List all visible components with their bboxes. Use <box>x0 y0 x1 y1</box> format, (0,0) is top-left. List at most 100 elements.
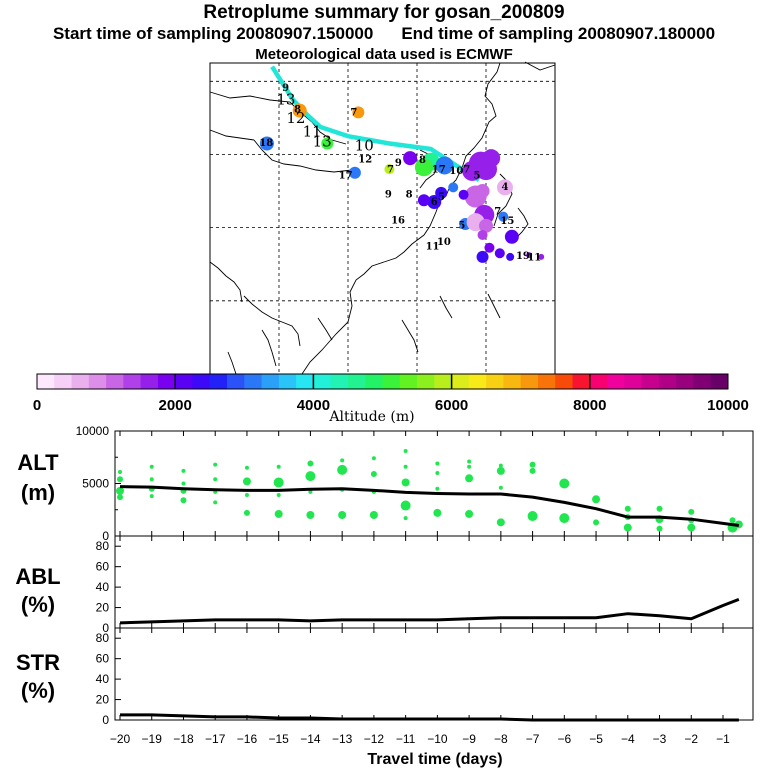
chart-title: Retroplume summary for gosan_200809 <box>203 2 565 23</box>
y-tick-label: 10000 <box>76 424 110 438</box>
cluster-day-label: 7 <box>350 107 357 118</box>
altitude-percentile-point <box>305 471 316 482</box>
altitude-percentile-point <box>729 517 736 524</box>
altitude-percentile-point <box>435 486 440 491</box>
cluster-marker <box>292 103 307 118</box>
coastline-segment <box>253 139 353 173</box>
altitude-percentile-point <box>244 493 249 498</box>
coastline-segment <box>243 295 301 347</box>
cluster-day-label: 18 <box>259 138 273 149</box>
alt-panel: 0 5000 10000 ALT (m) <box>17 424 754 543</box>
colorbar-segment <box>123 374 142 389</box>
colorbar-segment <box>37 374 55 389</box>
colorbar-segment <box>106 374 124 389</box>
x-tick-label: −12 <box>364 732 385 746</box>
colorbar-tick-label: 2000 <box>159 397 192 414</box>
y-tick-label: 20 <box>96 693 110 707</box>
colorbar-segment <box>589 374 608 389</box>
cluster-day-label: 8 <box>406 190 413 201</box>
colorbar-segment <box>676 374 694 389</box>
altitude-percentile-point <box>403 464 408 469</box>
y-tick-label: 0 <box>102 529 109 543</box>
colorbar-segment <box>365 374 383 389</box>
panel-frame <box>114 627 754 721</box>
cluster-day-label: 7 <box>463 165 470 176</box>
colorbar-tick-label: 0 <box>33 397 41 414</box>
x-tick-label: −11 <box>396 732 416 746</box>
x-tick-label: −8 <box>494 732 508 746</box>
altitude-percentile-point <box>400 500 411 511</box>
cluster-day-label: 17 <box>339 171 353 182</box>
series-line <box>119 485 740 527</box>
altitude-percentile-point <box>371 456 376 461</box>
cluster-marker <box>384 164 395 175</box>
colorbar-segment <box>88 374 107 389</box>
panel-side-label: ALT <box>17 450 59 475</box>
colorbar-label: Altitude (m) <box>328 409 414 425</box>
altitude-percentile-point <box>337 464 348 475</box>
colorbar-segment <box>451 374 470 389</box>
colorbar-segment <box>486 374 504 389</box>
end-time-label: End time of sampling 20080907.180000 <box>401 24 716 43</box>
altitude-percentile-point <box>623 523 632 532</box>
altitude-percentile-point <box>118 469 122 474</box>
x-tick-label: −3 <box>653 732 667 746</box>
y-tick-label: 60 <box>96 560 110 574</box>
altitude-percentile-point <box>180 497 187 504</box>
cluster-marker <box>504 229 519 244</box>
y-tick-label: 0 <box>102 621 109 635</box>
cluster-marker <box>476 250 489 263</box>
cluster-marker <box>403 151 418 166</box>
start-time-label: Start time of sampling 20080907.150000 <box>52 24 374 43</box>
altitude-percentile-point <box>308 489 313 494</box>
coastline-segment <box>439 295 453 319</box>
colorbar-tick-label: 4000 <box>297 397 330 414</box>
altitude-percentile-point <box>274 509 283 518</box>
colorbar-segment <box>157 374 176 389</box>
coastline-segment <box>261 329 277 367</box>
cluster-day-label: 7 <box>387 165 394 176</box>
colorbar-segment <box>227 374 245 389</box>
abl-panel: 0 20 40 60 80 ABL (%) <box>15 535 754 635</box>
altitude-percentile-point <box>467 459 472 464</box>
altitude-percentile-point <box>340 458 345 463</box>
altitude-percentile-point <box>467 464 472 469</box>
colorbar-segment <box>537 374 556 389</box>
cluster-day-label: 15 <box>500 216 514 227</box>
y-tick-label: 40 <box>96 672 110 686</box>
cluster-day-label: 12 <box>286 109 305 127</box>
altitude-percentile-point <box>117 476 123 483</box>
cluster-marker <box>498 211 509 222</box>
colorbar-segment <box>710 374 729 389</box>
altitude-percentile-point <box>307 460 314 467</box>
x-tick-label: −18 <box>173 732 194 746</box>
cluster-marker <box>348 166 361 179</box>
cluster-marker <box>435 186 448 199</box>
altitude-percentile-point <box>435 461 440 466</box>
y-tick-label: 5000 <box>82 477 109 491</box>
colorbar-segment <box>417 374 435 389</box>
altitude-percentile-point <box>117 494 123 501</box>
altitude-percentile-point <box>403 448 408 453</box>
altitude-percentile-point <box>403 516 408 521</box>
cluster-marker <box>259 136 274 151</box>
altitude-percentile-point <box>498 485 503 490</box>
colorbar-segment <box>641 374 660 389</box>
x-tick-label: −2 <box>684 732 698 746</box>
altitude-percentile-point <box>496 466 505 475</box>
coastline-segment <box>227 351 237 375</box>
cluster-day-label: 11 <box>426 242 440 253</box>
altitude-percentile-point <box>276 464 281 469</box>
x-tick-label: −1 <box>716 732 730 746</box>
x-tick-label: −16 <box>237 732 258 746</box>
colorbar-segment <box>278 374 297 389</box>
panel-side-label: (%) <box>21 592 55 617</box>
y-tick-label: 80 <box>96 631 110 645</box>
cluster-marker <box>414 158 433 177</box>
cluster-marker <box>479 218 493 233</box>
sampling-times: Start time of sampling 20080907.150000 En… <box>0 24 768 44</box>
x-tick-label: −17 <box>205 732 226 746</box>
altitude-percentile-point <box>116 486 124 495</box>
